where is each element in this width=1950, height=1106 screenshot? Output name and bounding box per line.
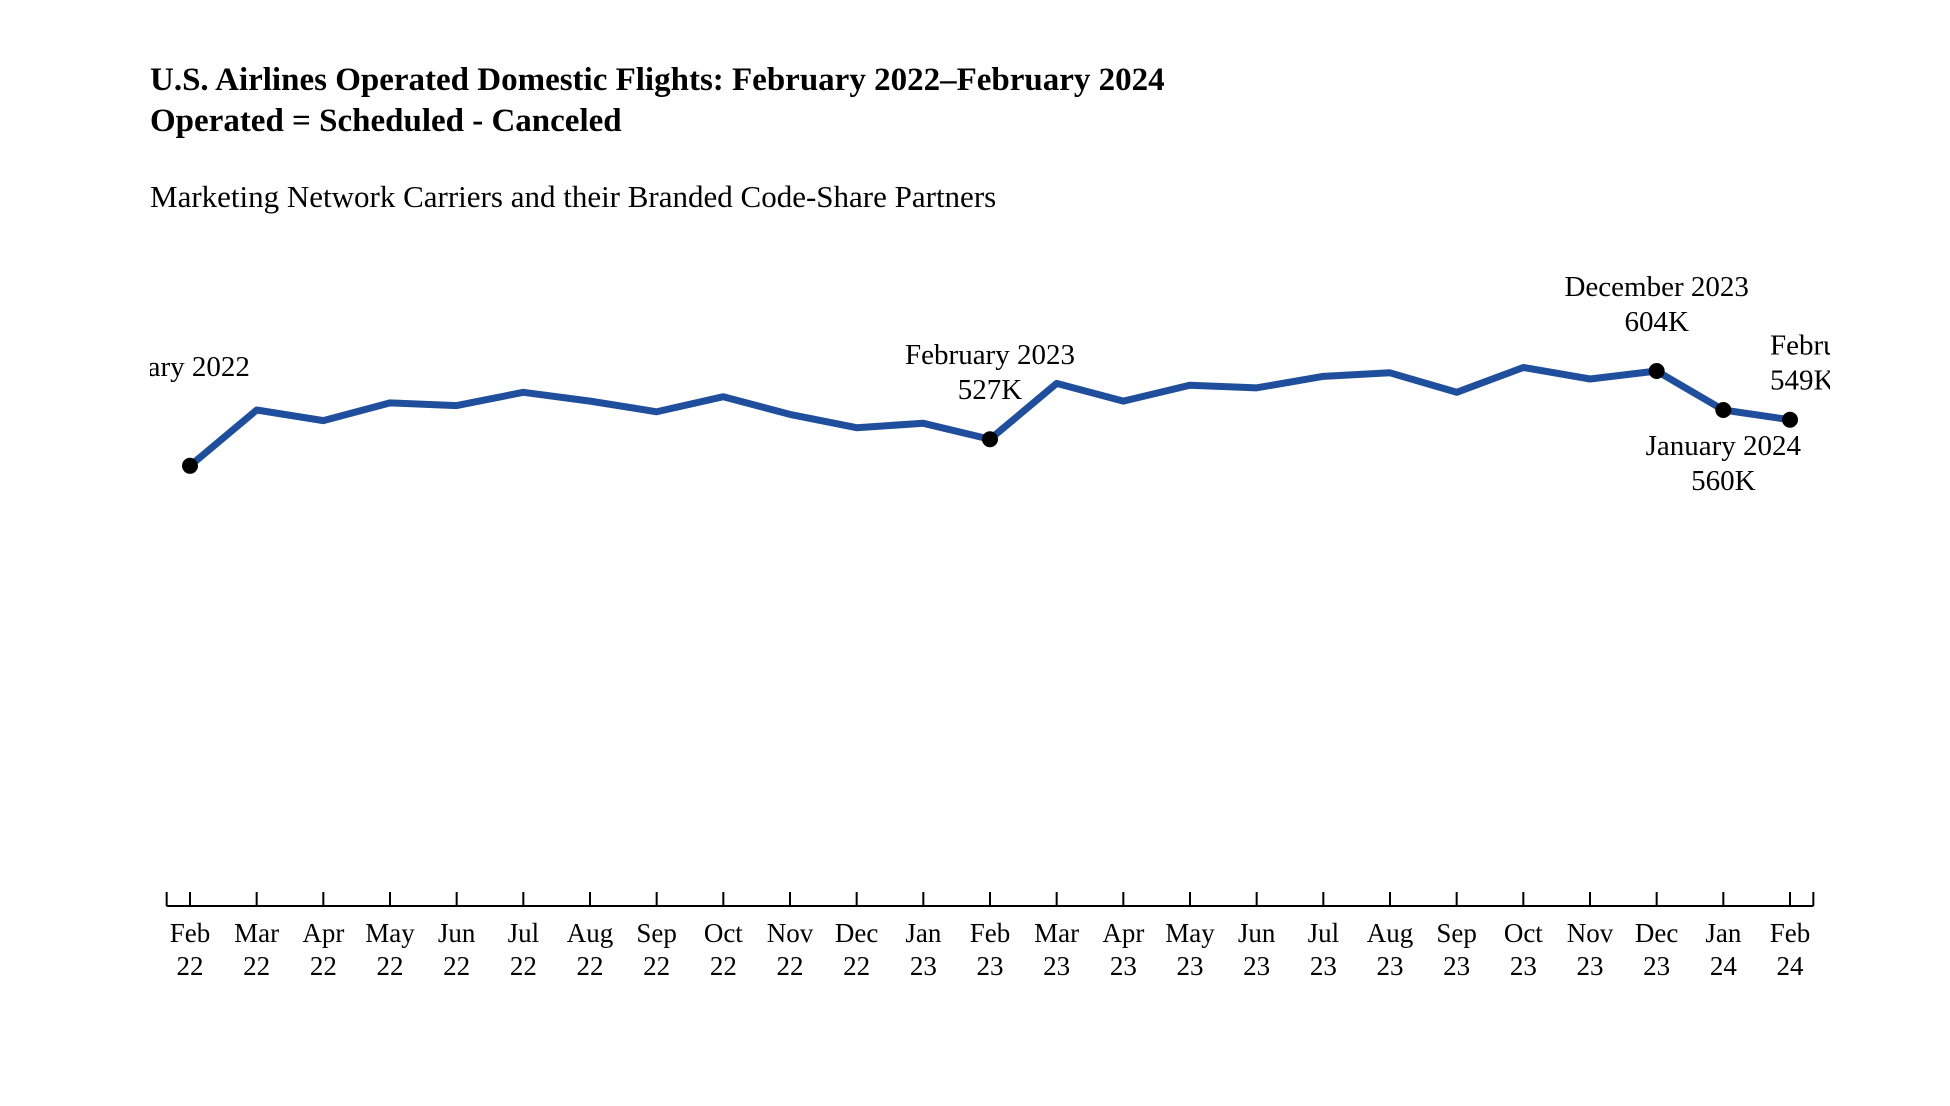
highlight-marker [982, 431, 998, 447]
x-tick-label-month: Feb [970, 918, 1011, 948]
x-tick-label-month: Oct [1504, 918, 1543, 948]
page: U.S. Airlines Operated Domestic Flights:… [0, 0, 1950, 1106]
x-tick-label-month: Jan [1705, 918, 1741, 948]
x-tick-label-year: 24 [1777, 951, 1805, 981]
x-tick-label-year: 22 [577, 951, 604, 981]
x-tick-label-month: Jan [905, 918, 941, 948]
x-tick-label-month: Dec [1635, 918, 1678, 948]
annotation-line-2: 604K [1624, 306, 1689, 338]
x-tick-label-year: 23 [1310, 951, 1337, 981]
x-tick-label-month: Apr [302, 918, 344, 948]
x-tick-label-year: 23 [1043, 951, 1070, 981]
x-tick-label-month: Jun [1238, 918, 1276, 948]
x-tick-label-month: Jul [508, 918, 540, 948]
x-tick-label-year: 22 [510, 951, 537, 981]
highlight-marker [1715, 402, 1731, 418]
x-tick-label-month: May [365, 918, 415, 948]
x-tick-label-month: Apr [1102, 918, 1144, 948]
annotation-line-2: 527K [958, 374, 1023, 406]
x-tick-label-year: 22 [777, 951, 804, 981]
x-tick-label-month: Feb [1770, 918, 1811, 948]
x-tick-label-month: Sep [1436, 918, 1477, 948]
x-tick-label-year: 22 [377, 951, 404, 981]
x-tick-label-month: Sep [636, 918, 677, 948]
x-tick-label-year: 22 [177, 951, 204, 981]
x-tick-label-year: 23 [977, 951, 1004, 981]
highlight-marker [1782, 412, 1798, 428]
x-tick-label-year: 22 [843, 951, 870, 981]
annotation-line-2: 560K [1691, 465, 1756, 497]
x-tick-label-month: Nov [767, 918, 814, 948]
annotation-line-2: 549K [1770, 365, 1830, 397]
x-tick-label-year: 23 [1510, 951, 1537, 981]
annotation-line-1: February 2022 [150, 351, 250, 383]
chart-title-line-2: Operated = Scheduled - Canceled [150, 101, 1800, 142]
annotation-line-1: February 2023 [905, 339, 1075, 371]
x-tick-label-year: 23 [1577, 951, 1604, 981]
x-tick-label-year: 22 [310, 951, 337, 981]
x-tick-label-month: Oct [704, 918, 743, 948]
chart-title-line-1: U.S. Airlines Operated Domestic Flights:… [150, 60, 1800, 101]
x-tick-label-year: 22 [243, 951, 270, 981]
x-tick-label-month: Mar [234, 918, 279, 948]
x-tick-label-year: 22 [443, 951, 470, 981]
annotation-line-1: February 2024 [1770, 330, 1830, 362]
x-tick-label-month: Nov [1567, 918, 1614, 948]
line-chart: Feb22Mar22Apr22May22Jun22Jul22Aug22Sep22… [150, 256, 1800, 1076]
x-tick-label-year: 24 [1710, 951, 1738, 981]
x-tick-label-year: 23 [1110, 951, 1137, 981]
title-block: U.S. Airlines Operated Domestic Flights:… [150, 60, 1800, 216]
x-tick-label-year: 23 [1177, 951, 1204, 981]
annotation-line-1: December 2023 [1564, 271, 1748, 303]
x-tick-label-month: Jul [1308, 918, 1340, 948]
x-tick-label-month: May [1165, 918, 1215, 948]
chart-svg: Feb22Mar22Apr22May22Jun22Jul22Aug22Sep22… [150, 256, 1830, 1076]
x-tick-label-year: 22 [710, 951, 737, 981]
x-tick-label-year: 23 [910, 951, 937, 981]
x-tick-label-year: 23 [1377, 951, 1404, 981]
x-tick-label-month: Mar [1034, 918, 1079, 948]
annotation-line-1: January 2024 [1646, 430, 1802, 462]
x-tick-label-month: Feb [170, 918, 211, 948]
x-tick-label-month: Dec [835, 918, 878, 948]
highlight-marker [1649, 363, 1665, 379]
chart-subtitle: Marketing Network Carriers and their Bra… [150, 178, 1800, 217]
highlight-marker [182, 458, 198, 474]
x-tick-label-month: Jun [438, 918, 476, 948]
x-tick-label-year: 23 [1243, 951, 1270, 981]
x-tick-label-year: 23 [1443, 951, 1470, 981]
x-tick-label-month: Aug [1367, 918, 1414, 948]
x-tick-label-year: 23 [1643, 951, 1670, 981]
x-tick-label-month: Aug [567, 918, 614, 948]
x-tick-label-year: 22 [643, 951, 670, 981]
